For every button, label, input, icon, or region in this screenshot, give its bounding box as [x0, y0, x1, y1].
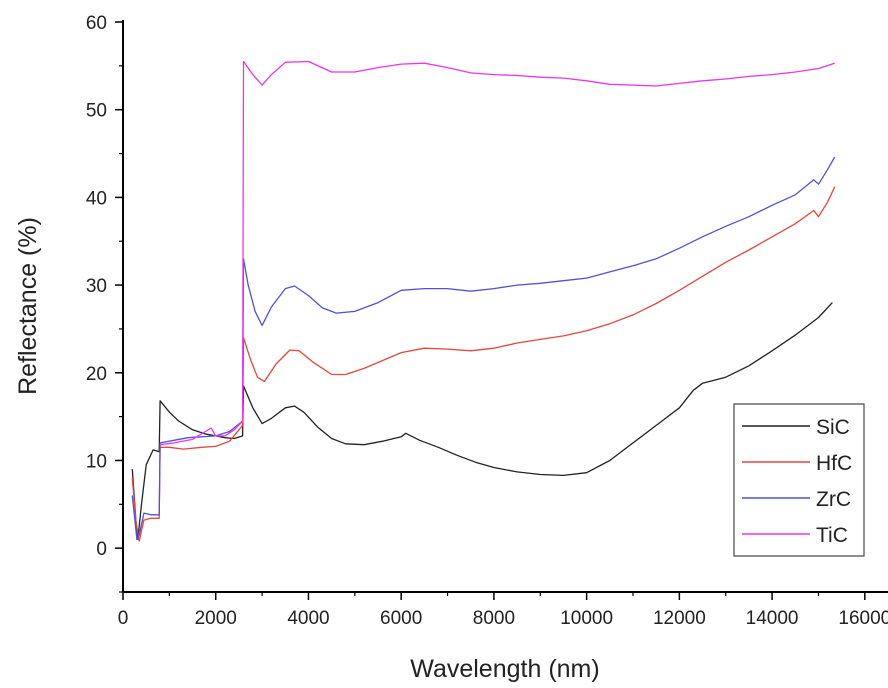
y-tick-label: 20	[86, 364, 107, 385]
y-axis-label: Reflectance (%)	[14, 217, 42, 395]
x-tick-label: 14000	[746, 608, 799, 629]
x-tick-label: 4000	[287, 608, 329, 629]
x-tick-label: 16000	[838, 608, 888, 629]
x-tick-label: 8000	[473, 608, 515, 629]
series-line-sic	[131, 302, 833, 541]
legend-label-zrc: ZrC	[816, 488, 851, 511]
x-tick-label: 12000	[653, 608, 706, 629]
legend: SiC HfC ZrC TiC	[733, 403, 865, 557]
legend-label-hfc: HfC	[816, 452, 852, 475]
legend-box	[733, 403, 865, 557]
series-line-hfc	[131, 186, 836, 542]
x-ticks: 0 2000 4000 6000 8000 10000 12000 14000 16000	[118, 592, 888, 629]
x-axis-label: Wavelength (nm)	[410, 655, 599, 683]
y-tick-label: 60	[86, 13, 107, 34]
legend-items: SiC HfC ZrC TiC	[742, 416, 852, 547]
y-tick-label: 10	[86, 451, 107, 472]
axes: 0 2000 4000 6000 8000 10000 12000 14000 16000 0 1…	[86, 13, 888, 629]
series-line-tic	[160, 60, 835, 446]
plot-area	[131, 60, 836, 542]
series-line-zrc	[131, 156, 836, 541]
y-tick-label: 40	[86, 188, 107, 209]
series-lines	[131, 60, 836, 542]
x-tick-label: 10000	[560, 608, 613, 629]
x-tick-label: 2000	[195, 608, 237, 629]
legend-label-sic: SiC	[816, 416, 850, 439]
x-tick-label: 6000	[380, 608, 422, 629]
y-tick-label: 30	[86, 276, 107, 297]
y-tick-label: 0	[96, 539, 107, 560]
y-ticks: 0 10 20 30 40 50 60	[86, 13, 123, 593]
x-tick-label: 0	[118, 608, 129, 629]
y-tick-label: 50	[86, 101, 107, 122]
legend-label-tic: TiC	[816, 524, 848, 547]
